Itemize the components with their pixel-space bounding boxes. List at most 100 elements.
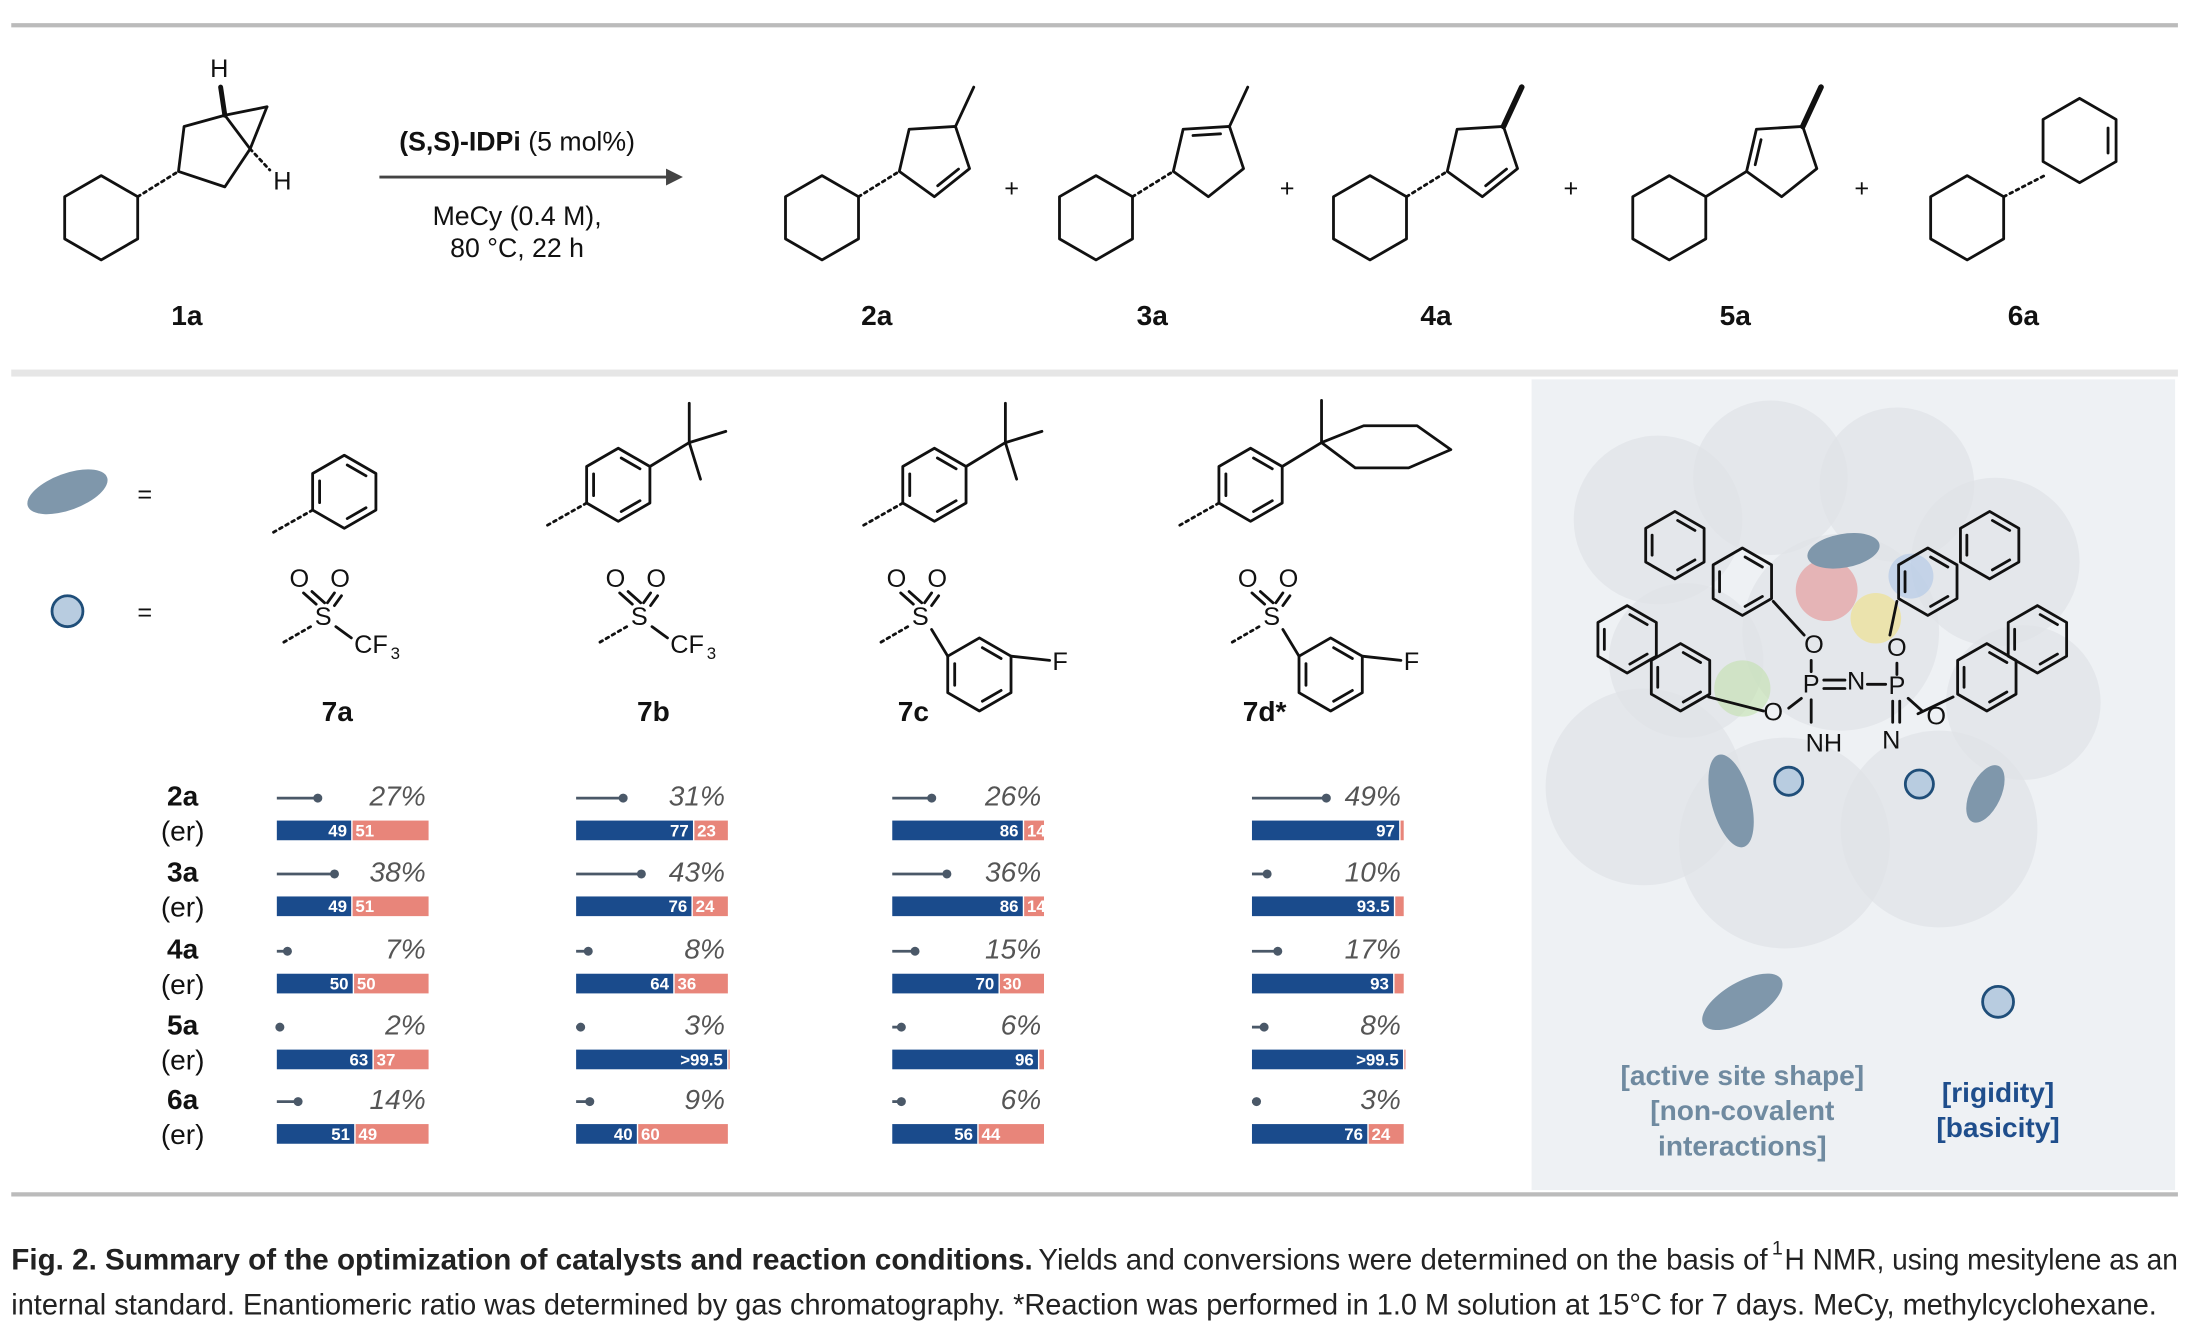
bond bbox=[1230, 625, 1261, 644]
labels: (S,S)-IDPi (5 mol%) MeCy (0.4 M), 80 °C,… bbox=[11, 55, 2178, 1322]
bond bbox=[649, 594, 660, 608]
compound-label: 2a bbox=[861, 300, 893, 331]
bond bbox=[345, 506, 368, 520]
row-sublabel: (er) bbox=[161, 1045, 205, 1076]
er-minor bbox=[354, 973, 429, 994]
bond bbox=[1332, 646, 1354, 660]
er-major-label: 50 bbox=[330, 974, 349, 993]
er-minor bbox=[1395, 896, 1404, 917]
atom-label: O bbox=[1763, 698, 1783, 726]
er-major bbox=[276, 820, 352, 841]
ring bbox=[1897, 546, 1959, 617]
shape-icon bbox=[1702, 973, 1783, 1031]
ring bbox=[177, 113, 252, 189]
ring bbox=[1217, 446, 1284, 523]
caption-text: internal standard. Enantiomeric ratio wa… bbox=[11, 1289, 2157, 1322]
yield-dot bbox=[1273, 946, 1283, 956]
compound-label: 1a bbox=[171, 300, 203, 331]
yield-label: 36% bbox=[985, 856, 1041, 887]
ring bbox=[1649, 642, 1712, 713]
yield-label: 43% bbox=[669, 856, 725, 887]
er-major bbox=[276, 896, 352, 917]
row-label: 5a bbox=[167, 1010, 199, 1041]
ring bbox=[2006, 604, 2069, 675]
er-major-label: 86 bbox=[1000, 821, 1019, 840]
yield-label: 3% bbox=[1360, 1084, 1401, 1115]
ring bbox=[901, 446, 968, 523]
bond bbox=[1906, 696, 1924, 713]
er-minor-label: 36 bbox=[677, 974, 696, 993]
er-major-label: 70 bbox=[976, 974, 995, 993]
bond bbox=[1484, 167, 1508, 188]
bond bbox=[859, 501, 905, 529]
bond bbox=[1916, 695, 1955, 716]
bond bbox=[619, 499, 642, 513]
atom-label: CF bbox=[354, 631, 388, 659]
atom-label: O bbox=[606, 565, 626, 593]
ring bbox=[1711, 546, 1773, 617]
atom-label: O bbox=[887, 565, 907, 593]
bond bbox=[1131, 170, 1175, 199]
atom-label: S bbox=[1263, 603, 1280, 631]
bond bbox=[1281, 628, 1301, 658]
yield-dot bbox=[1262, 869, 1272, 879]
shape-icon bbox=[1966, 765, 2005, 823]
shape-label: [non-covalent bbox=[1650, 1095, 1835, 1126]
er-minor-label: 37 bbox=[377, 1050, 396, 1069]
catalyst-label: 7a bbox=[322, 696, 354, 727]
bond bbox=[619, 456, 642, 471]
atom-label: N bbox=[1882, 727, 1900, 755]
compound-label: 4a bbox=[1420, 300, 1452, 331]
bond bbox=[687, 429, 728, 445]
acidity-label: [basicity] bbox=[1936, 1112, 2059, 1143]
er-major-label: 97 bbox=[1376, 821, 1395, 840]
atom-label: S bbox=[912, 603, 929, 631]
catalyst-loading: (5 mol%) bbox=[528, 126, 635, 156]
compound-label: 3a bbox=[1137, 300, 1169, 331]
bond bbox=[302, 591, 318, 606]
bond bbox=[1681, 690, 1702, 704]
er-minor bbox=[373, 1049, 429, 1070]
bond bbox=[1250, 591, 1267, 606]
yield-label: 6% bbox=[1001, 1010, 1042, 1041]
bond bbox=[954, 85, 976, 128]
bond bbox=[650, 625, 669, 640]
bond bbox=[1500, 84, 1525, 130]
ring bbox=[1445, 125, 1519, 199]
er-minor-label: 24 bbox=[1372, 1125, 1391, 1144]
bond bbox=[1888, 599, 1899, 637]
shape-icon bbox=[1708, 754, 1754, 848]
er-major bbox=[276, 1124, 355, 1144]
yield-label: 27% bbox=[369, 781, 426, 812]
er-minor bbox=[1024, 896, 1045, 917]
er-minor bbox=[352, 896, 429, 917]
caption-text: H NMR, using mesitylene as an bbox=[1784, 1244, 2177, 1277]
atom-label: S bbox=[631, 603, 648, 631]
er-minor-label: 51 bbox=[355, 897, 374, 916]
ring bbox=[1929, 174, 2006, 262]
bond bbox=[218, 84, 228, 118]
bond bbox=[1191, 132, 1222, 137]
atom-label: N bbox=[1847, 668, 1865, 696]
bond bbox=[1175, 501, 1221, 529]
bond bbox=[857, 170, 901, 199]
yield-label: 6% bbox=[1001, 1084, 1042, 1115]
er-major-label: >99.5 bbox=[1356, 1050, 1399, 1069]
yield-dot bbox=[896, 1022, 906, 1032]
er-major-label: 51 bbox=[331, 1125, 350, 1144]
er-minor-label: 14 bbox=[1027, 821, 1046, 840]
er-major-label: 93.5 bbox=[1357, 897, 1390, 916]
yield-dot bbox=[576, 1022, 586, 1032]
bond bbox=[1281, 594, 1292, 608]
yield-label: 9% bbox=[684, 1084, 725, 1115]
er-major bbox=[1251, 820, 1400, 841]
yield-dot bbox=[329, 869, 339, 879]
ring bbox=[1058, 174, 1134, 262]
yield-label: 17% bbox=[1345, 934, 1401, 965]
space-fill bbox=[1693, 400, 1848, 556]
yield-label: 8% bbox=[1360, 1010, 1401, 1041]
atom-label: F bbox=[1404, 648, 1419, 676]
row-sublabel: (er) bbox=[161, 1119, 205, 1150]
conditions: 80 °C, 22 h bbox=[450, 233, 584, 263]
bond bbox=[543, 501, 589, 529]
